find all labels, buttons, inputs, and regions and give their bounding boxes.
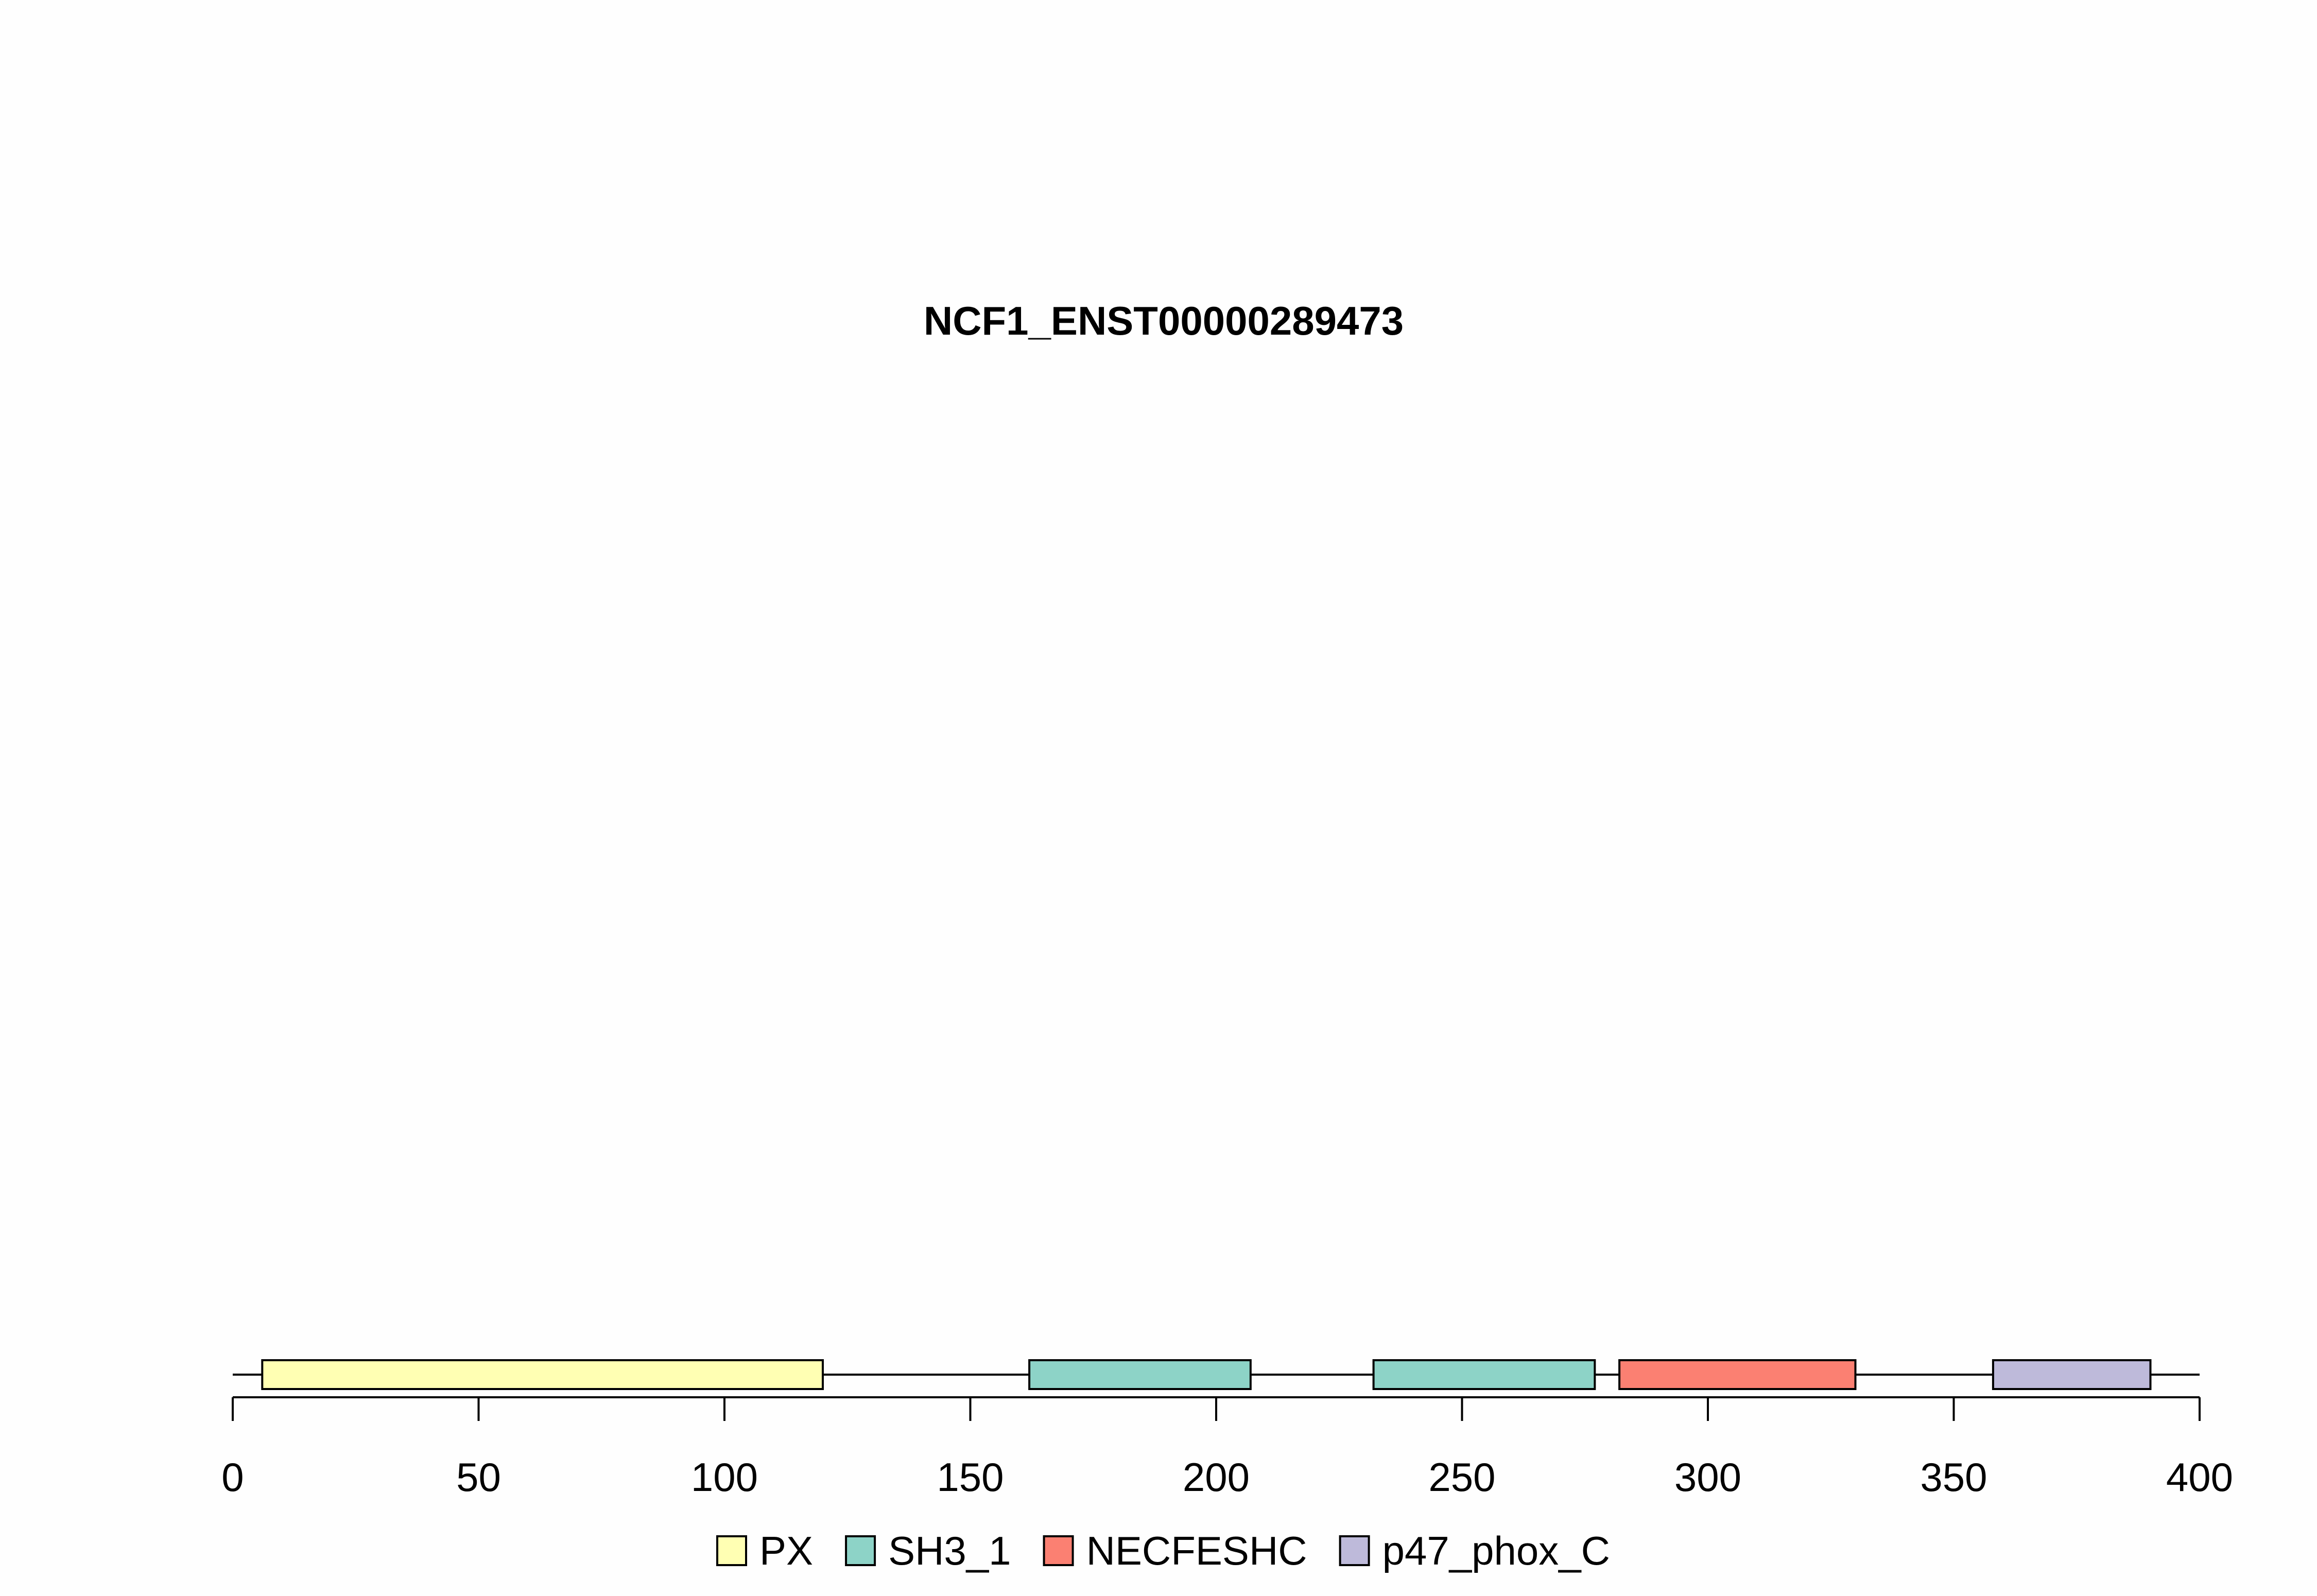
legend-label-sh3-1: SH3_1: [888, 1528, 1011, 1573]
legend-swatch-px: [716, 1535, 748, 1566]
plot-area: [233, 1359, 2200, 1390]
x-tick-label-200: 200: [1183, 1454, 1250, 1500]
x-tick-label-100: 100: [691, 1454, 758, 1500]
domain-bar-p47-phox-c-4: [1992, 1359, 2152, 1390]
domain-bar-px-0: [261, 1359, 824, 1390]
domain-bar-sh3-1-2: [1372, 1359, 1596, 1390]
x-tick-label-300: 300: [1674, 1454, 1741, 1500]
x-tick-label-150: 150: [937, 1454, 1004, 1500]
legend-swatch-p47-phox-c: [1339, 1535, 1370, 1566]
legend-label-necfeshc: NECFESHC: [1086, 1528, 1307, 1573]
x-tick-label-400: 400: [2166, 1454, 2233, 1500]
x-tick-label-250: 250: [1428, 1454, 1495, 1500]
chart-title: NCF1_ENST00000289473: [924, 298, 1404, 343]
domain-bar-necfeshc-3: [1618, 1359, 1857, 1390]
x-tick-label-50: 50: [456, 1454, 501, 1500]
x-tick-label-0: 0: [221, 1454, 244, 1500]
legend: PX SH3_1 NECFESHC p47_phox_C: [716, 1528, 1610, 1573]
legend-swatch-sh3-1: [845, 1535, 876, 1566]
x-tick-label-350: 350: [1920, 1454, 1987, 1500]
legend-label-px: PX: [759, 1528, 813, 1573]
legend-label-p47-phox-c: p47_phox_C: [1382, 1528, 1610, 1573]
x-axis: 0 50 100 150 200 250 300 350 400: [221, 1396, 2233, 1500]
legend-swatch-necfeshc: [1043, 1535, 1074, 1566]
domain-bar-sh3-1-1: [1028, 1359, 1252, 1390]
